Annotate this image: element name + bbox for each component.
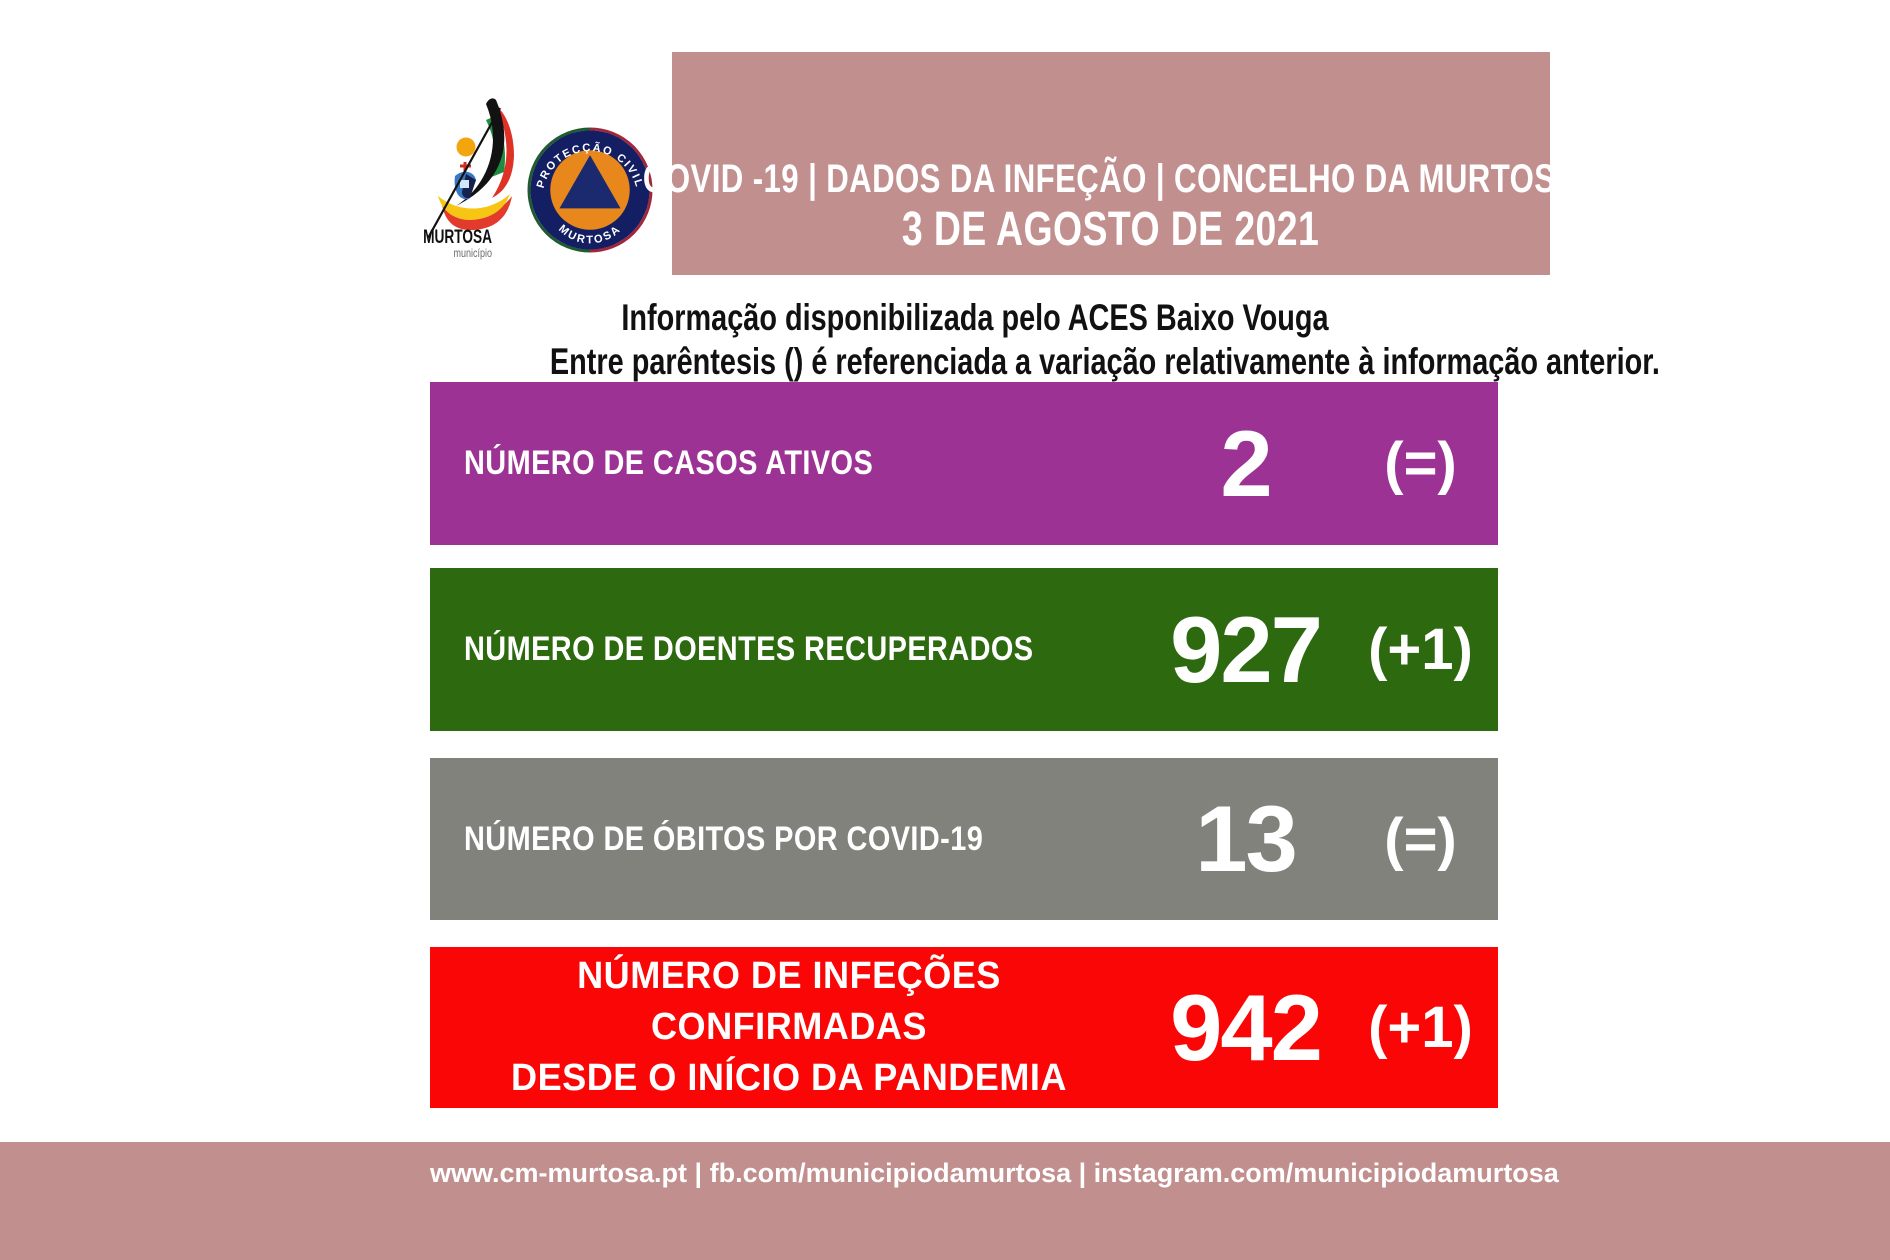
stat-delta: (+1) (1368, 995, 1473, 1060)
stat-bar-deaths: NÚMERO DE ÓBITOS POR COVID-19 13 (=) (430, 758, 1498, 920)
murtosa-municipality-logo-icon (427, 98, 514, 239)
intro-text: Informação disponibilizada pelo ACES Bai… (549, 296, 1660, 383)
stat-label: NÚMERO DE INFEÇÕES CONFIRMADAS DESDE O I… (448, 951, 1130, 1104)
stat-value: 2 (1220, 410, 1272, 516)
stat-label: NÚMERO DE ÓBITOS POR COVID-19 (464, 819, 984, 858)
proteccao-civil-badge-icon: PROTECÇÃO CIVIL MURTOSA (527, 127, 653, 253)
header-date: 3 DE AGOSTO DE 2021 (902, 203, 1320, 257)
stat-value: 942 (1170, 974, 1323, 1080)
header-band: COVID -19 | DADOS DA INFEÇÃO | CONCELHO … (643, 52, 1578, 275)
stat-bar-recovered: NÚMERO DE DOENTES RECUPERADOS 927 (+1) (430, 568, 1498, 731)
stat-value: 13 (1195, 786, 1298, 891)
footer-band (0, 1142, 1890, 1260)
stat-label: NÚMERO DE DOENTES RECUPERADOS (464, 630, 1034, 668)
murtosa-logo-subtitle: município (453, 246, 492, 260)
header-title: COVID -19 | DADOS DA INFEÇÃO | CONCELHO … (643, 157, 1579, 202)
murtosa-logo-wordmark: MURTOSA (423, 227, 492, 248)
stat-bar-active-cases: NÚMERO DE CASOS ATIVOS 2 (=) (430, 382, 1498, 545)
stat-label-line2: DESDE O INÍCIO DA PANDEMIA (511, 1056, 1067, 1099)
stat-delta: (=) (1384, 431, 1457, 496)
stat-delta: (=) (1384, 806, 1457, 872)
intro-line-source: Informação disponibilizada pelo ACES Bai… (621, 297, 1329, 338)
stat-bar-total-infections: NÚMERO DE INFEÇÕES CONFIRMADAS DESDE O I… (430, 947, 1498, 1108)
stat-label: NÚMERO DE CASOS ATIVOS (464, 444, 874, 482)
intro-line-note: Entre parêntesis () é referenciada a var… (549, 340, 1660, 382)
stat-delta: (+1) (1368, 617, 1473, 682)
stat-label-line1: NÚMERO DE INFEÇÕES CONFIRMADAS (577, 955, 1001, 1049)
stat-value: 927 (1170, 596, 1323, 702)
footer-links: www.cm-murtosa.pt | fb.com/municipiodamu… (430, 1158, 1559, 1188)
